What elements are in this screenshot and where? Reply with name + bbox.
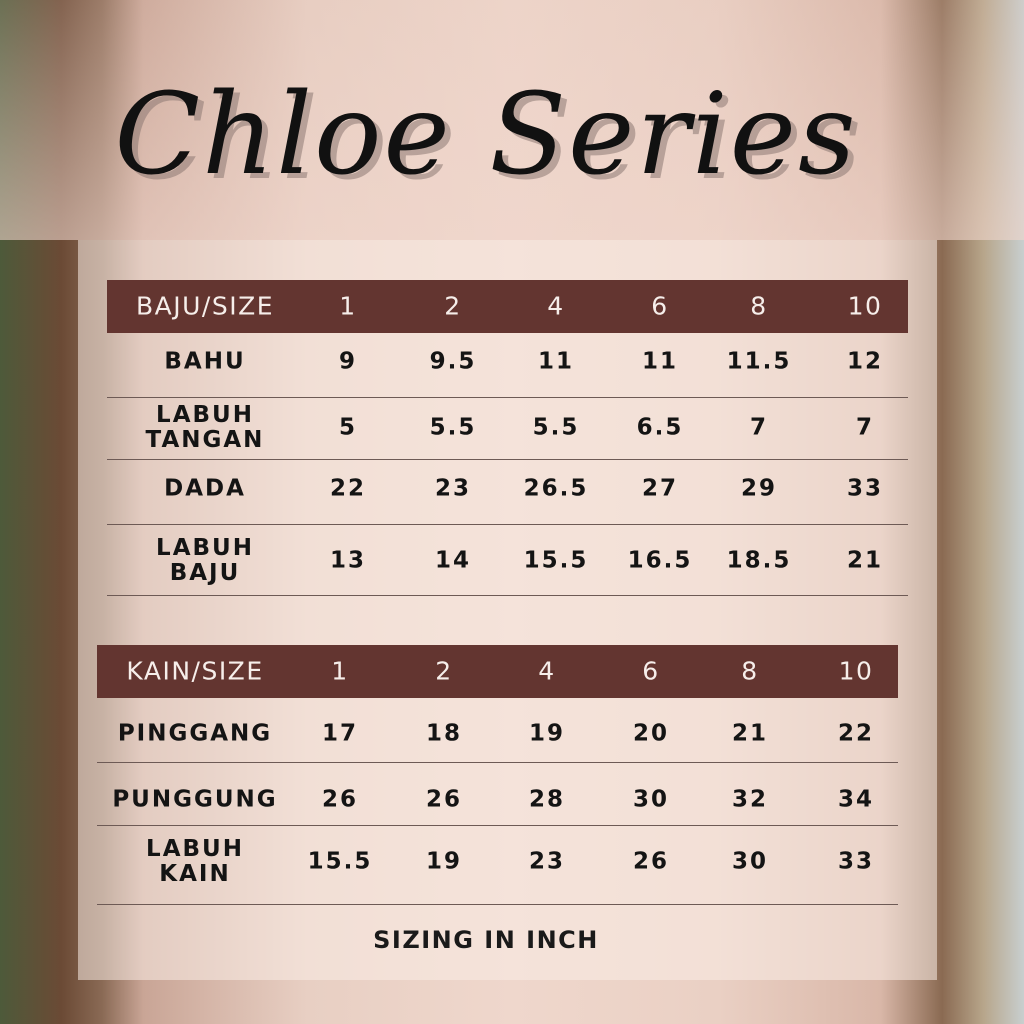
size-column-header: 8 [750,291,768,321]
measurement-value: 9 [338,348,358,375]
measurement-value: 27 [641,475,679,502]
measurement-value: 13 [329,547,367,574]
measurement-value: 28 [528,786,566,813]
measurement-value: 20 [632,720,670,747]
measurement-value: 33 [846,475,884,502]
measurement-value: 34 [837,786,875,813]
measurement-label: DADA [164,475,246,502]
measurement-value: 22 [329,475,367,502]
measurement-value: 14 [434,547,472,574]
measurement-value: 26 [321,786,359,813]
measurement-value: 23 [528,848,566,875]
measurement-label: LABUH BAJU [156,535,254,586]
measurement-value: 16.5 [627,547,693,574]
size-column-header: 2 [444,291,462,321]
measurement-value: 7 [855,414,875,441]
background-photo [0,0,1024,240]
table-title: BAJU/SIZE [135,291,275,321]
measurement-value: 15.5 [523,547,589,574]
row-divider [97,825,898,826]
kain-header-row: KAIN/SIZE 1 2 4 6 8 10 [97,645,898,698]
measurement-value: 23 [434,475,472,502]
measurement-value: 19 [528,720,566,747]
size-column-header: 1 [339,291,357,321]
page-title: Chloe Series [114,70,858,200]
measurement-value: 5 [338,414,358,441]
size-column-header: 1 [331,656,349,686]
measurement-value: 33 [837,848,875,875]
measurement-value: 26 [632,848,670,875]
measurement-value: 21 [846,547,884,574]
measurement-value: 30 [632,786,670,813]
size-column-header: 6 [651,291,669,321]
size-column-header: 8 [741,656,759,686]
row-divider [97,762,898,763]
sizing-unit-note: SIZING IN INCH [373,926,599,954]
measurement-value: 26 [425,786,463,813]
row-divider [107,595,908,596]
measurement-value: 22 [837,720,875,747]
measurement-value: 17 [321,720,359,747]
row-divider [97,904,898,905]
baju-header-row: BAJU/SIZE 1 2 4 6 8 10 [107,280,908,333]
measurement-value: 7 [749,414,769,441]
measurement-label: BAHU [164,348,246,375]
measurement-value: 11.5 [726,348,792,375]
measurement-label: LABUH TANGAN [145,402,265,453]
measurement-value: 6.5 [636,414,684,441]
measurement-value: 26.5 [523,475,589,502]
size-chart-panel [78,240,937,980]
row-divider [107,397,908,398]
measurement-value: 11 [537,348,575,375]
measurement-value: 5.5 [429,414,477,441]
measurement-value: 5.5 [532,414,580,441]
measurement-label: LABUH KAIN [146,836,244,887]
measurement-label: PINGGANG [117,720,273,747]
measurement-value: 9.5 [429,348,477,375]
size-column-header: 2 [435,656,453,686]
row-divider [107,459,908,460]
size-column-header: 10 [847,291,883,321]
table-title: KAIN/SIZE [126,656,264,686]
measurement-value: 19 [425,848,463,875]
measurement-value: 29 [740,475,778,502]
measurement-value: 21 [731,720,769,747]
size-column-header: 10 [838,656,874,686]
size-column-header: 4 [538,656,556,686]
measurement-value: 15.5 [307,848,373,875]
measurement-value: 11 [641,348,679,375]
measurement-value: 18.5 [726,547,792,574]
measurement-value: 32 [731,786,769,813]
measurement-value: 12 [846,348,884,375]
measurement-value: 18 [425,720,463,747]
size-column-header: 4 [547,291,565,321]
size-column-header: 6 [642,656,660,686]
row-divider [107,524,908,525]
measurement-value: 30 [731,848,769,875]
measurement-label: PUNGGUNG [112,786,278,813]
